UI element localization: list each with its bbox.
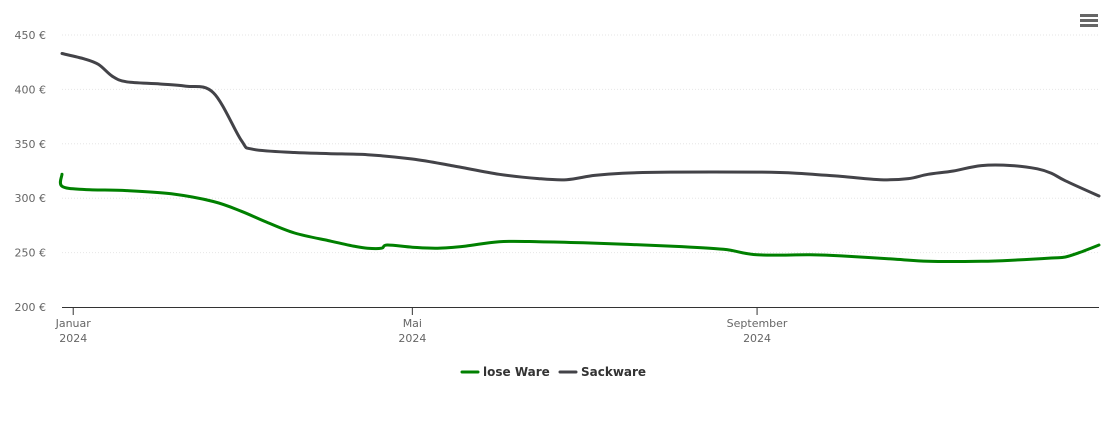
legend-item[interactable]: Sackware — [558, 365, 646, 379]
y-tick-label: 300 € — [15, 192, 47, 205]
series-line-0 — [58, 172, 1101, 264]
y-tick-label: 400 € — [15, 83, 47, 96]
x-axis: Januar 2024 Mai 2024 September 2024 — [55, 307, 1099, 345]
x-tick-label: September — [727, 317, 788, 330]
y-tick-label: 250 € — [15, 247, 47, 260]
legend-label: lose Ware — [483, 365, 550, 379]
legend[interactable]: lose Ware Sackware — [460, 365, 646, 379]
series-line-1 — [60, 52, 1101, 198]
y-tick-label: 450 € — [15, 29, 47, 42]
hamburger-menu-icon-bar — [1080, 19, 1098, 22]
legend-label: Sackware — [581, 365, 646, 379]
hamburger-menu-icon-bar — [1080, 24, 1098, 27]
x-tick-label-year: 2024 — [59, 332, 87, 345]
x-tick-label: Januar — [55, 317, 92, 330]
x-tick-label-year: 2024 — [398, 332, 426, 345]
series-layer — [58, 52, 1101, 264]
hamburger-menu-icon — [1080, 14, 1098, 17]
x-tick-label-year: 2024 — [743, 332, 771, 345]
y-tick-label: 200 € — [15, 301, 47, 314]
y-axis-labels: 200 € 250 € 300 € 350 € 400 € 450 € — [15, 29, 47, 314]
chart-menu-button[interactable] — [1076, 12, 1100, 32]
legend-item[interactable]: lose Ware — [460, 365, 550, 379]
x-tick-label: Mai — [403, 317, 422, 330]
grid-lines — [62, 34, 1099, 254]
y-tick-label: 350 € — [15, 138, 47, 151]
